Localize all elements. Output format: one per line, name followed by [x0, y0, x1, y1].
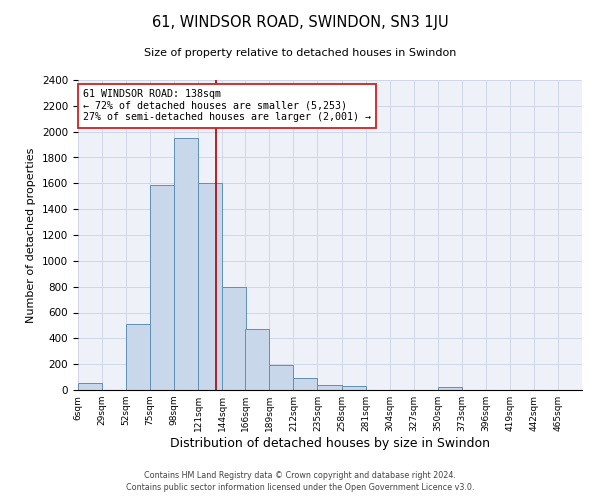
Bar — [150, 184, 174, 390]
Bar — [245, 330, 269, 390]
Bar — [293, 378, 317, 390]
Text: Size of property relative to detached houses in Swindon: Size of property relative to detached ho… — [144, 48, 456, 58]
Bar — [78, 383, 102, 390]
Text: 61, WINDSOR ROAD, SWINDON, SN3 1JU: 61, WINDSOR ROAD, SWINDON, SN3 1JU — [152, 15, 448, 30]
Text: Contains public sector information licensed under the Open Government Licence v3: Contains public sector information licen… — [126, 484, 474, 492]
Text: 61 WINDSOR ROAD: 138sqm
← 72% of detached houses are smaller (5,253)
27% of semi: 61 WINDSOR ROAD: 138sqm ← 72% of detache… — [83, 90, 371, 122]
Bar — [222, 286, 247, 390]
Bar — [438, 388, 462, 390]
Bar — [317, 386, 341, 390]
Y-axis label: Number of detached properties: Number of detached properties — [26, 148, 37, 322]
X-axis label: Distribution of detached houses by size in Swindon: Distribution of detached houses by size … — [170, 437, 490, 450]
Bar — [198, 184, 222, 390]
Bar — [174, 138, 198, 390]
Bar — [341, 386, 365, 390]
Bar — [269, 366, 293, 390]
Bar — [126, 324, 150, 390]
Text: Contains HM Land Registry data © Crown copyright and database right 2024.: Contains HM Land Registry data © Crown c… — [144, 471, 456, 480]
